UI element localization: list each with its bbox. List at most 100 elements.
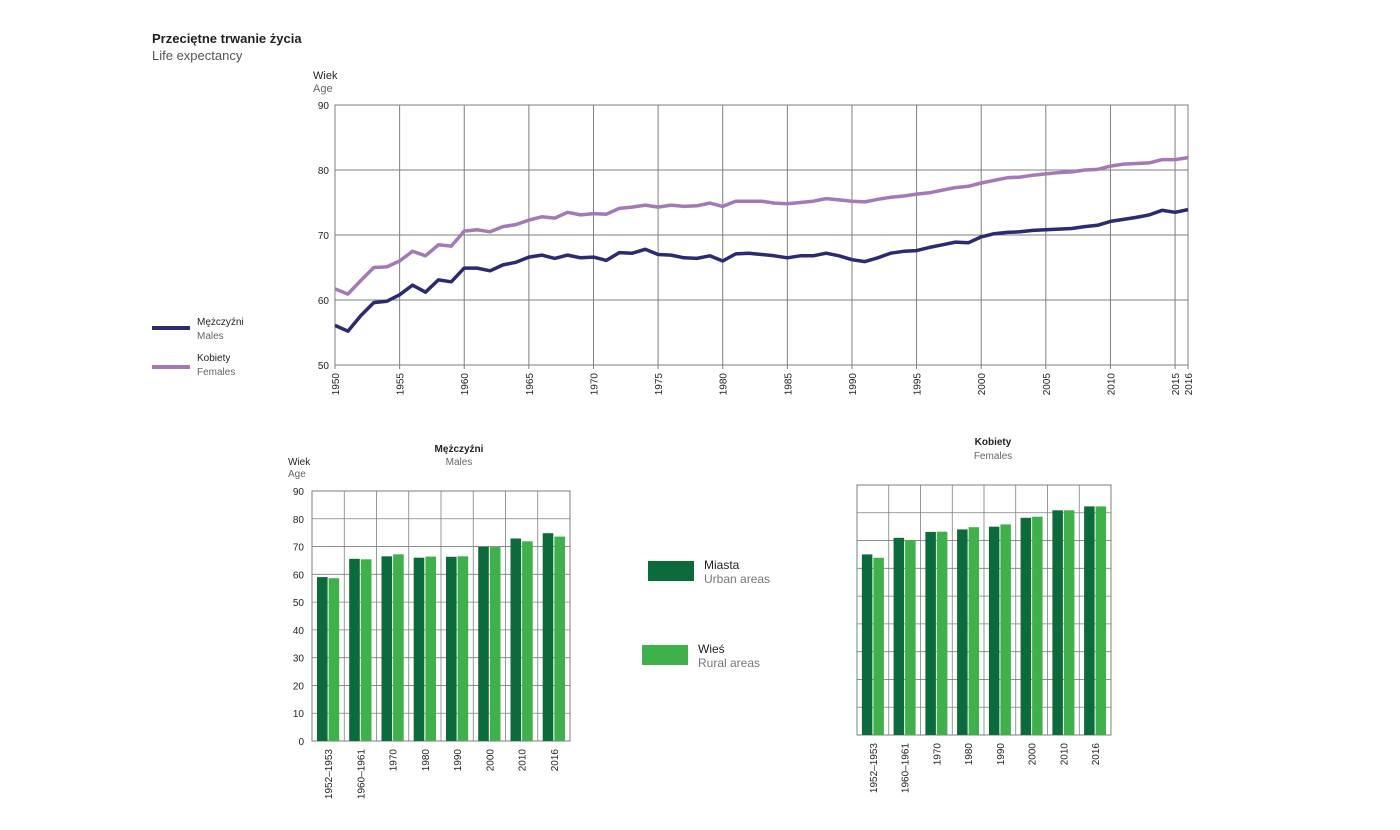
bar-females-title: Kobiety <box>975 437 1012 448</box>
bar-males-subtitle: Males <box>446 457 473 468</box>
line-x-tick-label: 1970 <box>589 373 600 396</box>
bar-females-bars <box>861 506 1107 735</box>
bar-rural <box>905 540 916 735</box>
legend-females-label: Kobiety <box>197 353 230 364</box>
bar-urban <box>988 526 1000 735</box>
line-y-tick-label: 80 <box>318 166 330 177</box>
line-x-tick-label: 2015 <box>1171 373 1182 396</box>
bar-rural <box>936 531 948 735</box>
bar-y-tick-label: 50 <box>293 598 305 609</box>
bar-rural <box>457 556 469 741</box>
bar-urban <box>861 554 873 735</box>
bar-y-tick-label: 20 <box>293 681 305 692</box>
legend-urban-label-en: Urban areas <box>704 572 770 586</box>
line-series-females <box>334 155 1189 296</box>
line-x-tick-label: 2010 <box>1106 373 1117 396</box>
line-y-tick-label: 70 <box>318 231 330 242</box>
bar-chart-females: Kobiety Females 1952–1953 1960–1961 1970 19… <box>856 437 1112 793</box>
bar-urban <box>317 577 328 741</box>
bar-urban <box>542 533 554 741</box>
legend-rural-swatch <box>642 645 688 665</box>
bar-males-x-ticks: 1952–1953 1960–1961 1970 1980 1990 2000 2010 20… <box>324 749 561 799</box>
bar-x-tick-label: 2000 <box>1028 743 1039 766</box>
bar-x-tick-label: 1970 <box>932 743 943 766</box>
bar-x-tick-label: 2016 <box>550 749 561 772</box>
bar-x-tick-label: 1990 <box>996 743 1007 766</box>
line-x-tick-label: 1975 <box>654 373 665 396</box>
bar-urban <box>510 538 522 741</box>
bar-females-subtitle: Females <box>974 451 1012 462</box>
bar-urban <box>413 557 425 741</box>
line-x-tick-label: 1950 <box>331 373 342 396</box>
bar-y-tick-label: 70 <box>293 543 305 554</box>
bar-rural <box>1032 516 1043 735</box>
bar-x-tick-label: 1990 <box>453 749 464 772</box>
bar-y-tick-label: 60 <box>293 570 305 581</box>
bar-rural <box>360 559 372 741</box>
bar-urban <box>1052 510 1063 735</box>
legend-urban-swatch <box>648 561 694 581</box>
bar-x-tick-label: 1980 <box>964 743 975 766</box>
bar-y-tick-label: 80 <box>293 515 305 526</box>
bar-y-tick-label: 10 <box>293 709 305 720</box>
bar-rural <box>1095 506 1107 735</box>
line-x-tick-label: 2016 <box>1184 373 1195 396</box>
bar-x-tick-label: 1960–1961 <box>356 749 367 799</box>
figure-title: Przeciętne trwanie życia <box>152 31 302 46</box>
line-series <box>334 155 1189 333</box>
legend-rural-label-en: Rural areas <box>698 656 760 670</box>
bar-x-tick-label: 2010 <box>518 749 529 772</box>
bar-rural <box>489 547 501 741</box>
bar-rural <box>873 557 884 735</box>
figure-subtitle: Life expectancy <box>152 48 243 63</box>
bar-rural <box>1063 510 1075 735</box>
legend-males-label: Mężczyźni <box>197 317 244 328</box>
bar-chart-males: Mężczyźni Males Wiek Age 0 10 20 30 40 50 60 70… <box>288 444 571 799</box>
line-y-label-en: Age <box>313 83 333 95</box>
bar-urban <box>1084 506 1095 735</box>
line-y-tick-label: 90 <box>318 101 330 112</box>
line-grid <box>334 104 1189 366</box>
line-x-tick-label: 1960 <box>460 373 471 396</box>
line-x-tick-label: 2005 <box>1042 373 1053 396</box>
bar-females-x-ticks: 1952–1953 1960–1961 1970 1980 1990 2000 2010 20… <box>869 743 1102 793</box>
bar-males-bars <box>317 533 565 741</box>
bar-males-y-ticks: 0 10 20 30 40 50 60 70 80 90 <box>293 487 305 748</box>
line-x-tick-label: 1990 <box>848 373 859 396</box>
line-legend: Mężczyźni Males Kobiety Females <box>152 317 244 378</box>
bar-x-tick-label: 2010 <box>1059 743 1070 766</box>
bar-y-tick-label: 40 <box>293 626 305 637</box>
bar-legend: Miasta Urban areas Wieś Rural areas <box>642 558 770 670</box>
bar-urban <box>893 537 905 735</box>
bar-rural <box>968 527 980 735</box>
bar-males-y-label-en: Age <box>288 469 306 480</box>
bar-rural <box>425 556 436 741</box>
bar-males-y-label: Wiek <box>288 457 311 468</box>
bar-x-tick-label: 2000 <box>485 749 496 772</box>
bar-x-tick-label: 1980 <box>421 749 432 772</box>
line-x-tick-label: 2000 <box>977 373 988 396</box>
legend-females-label-en: Females <box>197 367 235 378</box>
bar-rural <box>554 536 565 741</box>
bar-x-tick-label: 2016 <box>1091 743 1102 766</box>
bar-x-tick-label: 1970 <box>389 749 400 772</box>
bar-urban <box>446 556 457 741</box>
line-x-tick-label: 1985 <box>783 373 794 396</box>
bar-rural <box>1000 524 1011 735</box>
line-y-tick-label: 60 <box>318 296 330 307</box>
bar-y-tick-label: 90 <box>293 487 305 498</box>
bar-rural <box>328 578 340 741</box>
line-y-tick-label: 50 <box>318 361 330 372</box>
line-x-tick-label: 1965 <box>525 373 536 396</box>
bar-urban <box>381 556 393 741</box>
bar-urban <box>478 546 489 741</box>
bar-urban <box>925 531 936 735</box>
legend-urban-label: Miasta <box>704 558 740 572</box>
legend-males-label-en: Males <box>197 331 224 342</box>
bar-y-tick-label: 0 <box>298 737 304 748</box>
bar-rural <box>393 554 404 741</box>
bar-y-tick-label: 30 <box>293 654 305 665</box>
bar-males-title: Mężczyźni <box>435 444 484 455</box>
bar-x-tick-label: 1952–1953 <box>869 743 880 793</box>
